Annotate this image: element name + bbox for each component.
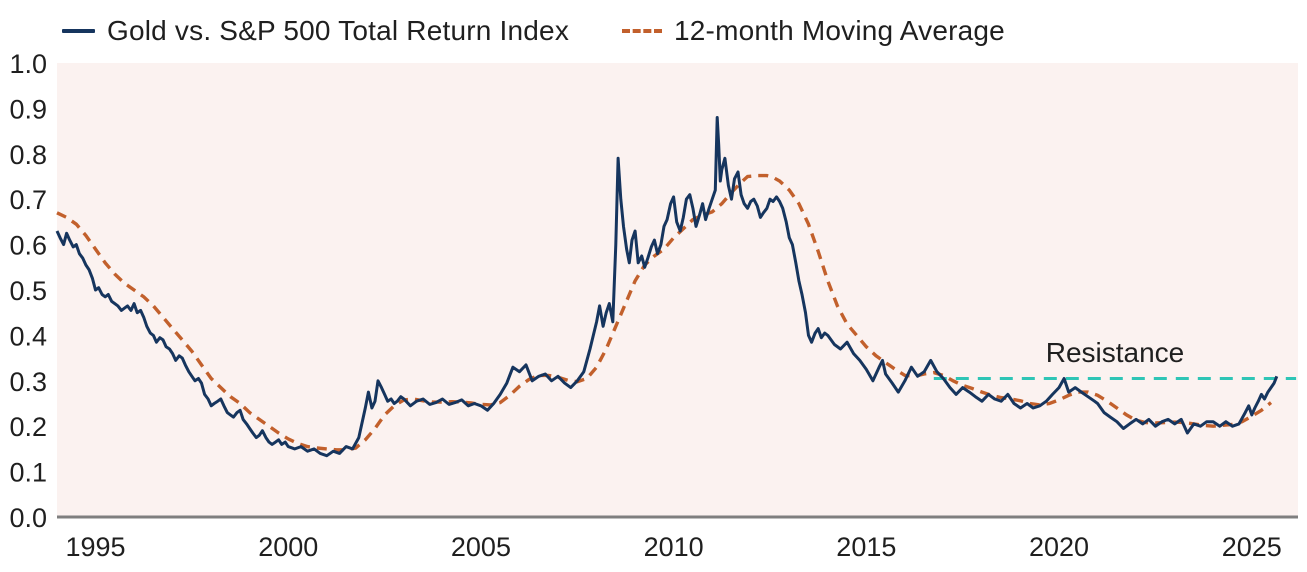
y-tick-label: 0.9 [9, 94, 47, 124]
x-tick-label: 2000 [258, 532, 318, 562]
moving-average-line [56, 173, 1273, 452]
x-tick-label: 1995 [66, 532, 126, 562]
y-tick-label: 1.0 [9, 49, 47, 79]
y-tick-label: 0.3 [9, 367, 47, 397]
dashed-line-marker-icon [622, 29, 662, 33]
plot-area [57, 63, 1298, 517]
legend-item-gold-ratio: Gold vs. S&P 500 Total Return Index [62, 14, 569, 48]
y-tick-label: 0.1 [9, 458, 47, 488]
y-tick-label: 0.6 [9, 231, 47, 261]
x-tick-label: 2005 [451, 532, 511, 562]
legend-label-moving-average: 12-month Moving Average [674, 15, 1005, 46]
x-tick-label: 2025 [1222, 532, 1282, 562]
resistance-label: Resistance [1046, 337, 1185, 368]
x-tick-label: 2020 [1029, 532, 1089, 562]
y-tick-label: 0.7 [9, 185, 47, 215]
y-tick-label: 0.2 [9, 412, 47, 442]
y-tick-label: 0.4 [9, 321, 47, 351]
x-tick-label: 2010 [644, 532, 704, 562]
y-axis-labels: 0.0 0.1 0.2 0.3 0.4 0.5 0.6 0.7 0.8 0.9 1.0 [9, 49, 47, 533]
legend-label-gold-ratio: Gold vs. S&P 500 Total Return Index [107, 15, 570, 46]
y-tick-label: 0.0 [9, 503, 47, 533]
y-tick-label: 0.8 [9, 140, 47, 170]
solid-line-marker-icon [62, 29, 95, 33]
legend-item-moving-average: 12-month Moving Average [622, 14, 1005, 48]
x-axis-labels: 1995 2000 2005 2010 2015 2020 2025 [66, 532, 1282, 562]
gold-ratio-line [55, 116, 1279, 458]
x-tick-label: 2015 [836, 532, 896, 562]
y-tick-label: 0.5 [9, 276, 47, 306]
legend: Gold vs. S&P 500 Total Return Index 12-m… [0, 14, 1307, 48]
